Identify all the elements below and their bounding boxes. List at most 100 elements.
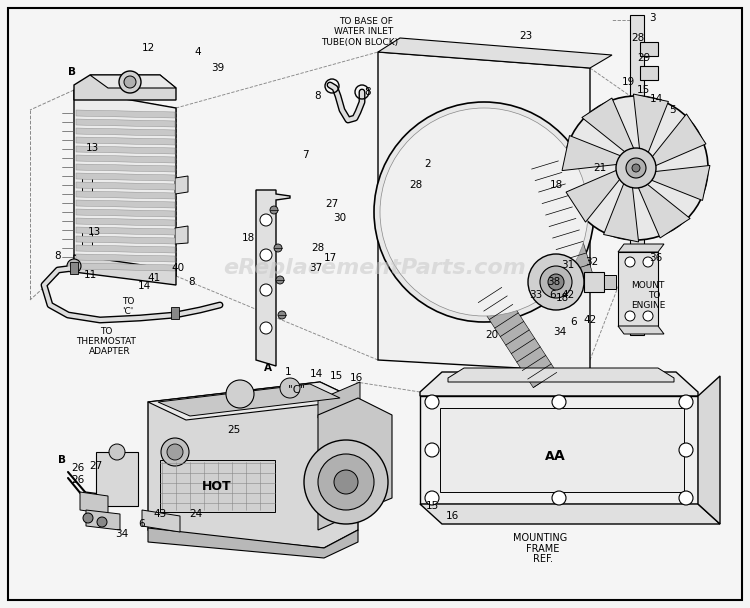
Circle shape [374, 102, 594, 322]
Text: 20: 20 [485, 330, 499, 340]
Polygon shape [76, 110, 175, 118]
Text: 28: 28 [311, 243, 325, 253]
Text: 3: 3 [649, 13, 656, 23]
Polygon shape [562, 136, 620, 171]
Text: 38: 38 [548, 277, 560, 287]
Circle shape [161, 438, 189, 466]
Text: 7: 7 [302, 150, 308, 160]
Polygon shape [175, 226, 188, 244]
Polygon shape [90, 75, 176, 88]
Polygon shape [652, 114, 706, 165]
Text: 6: 6 [139, 519, 146, 529]
Polygon shape [448, 368, 674, 382]
Polygon shape [618, 244, 664, 252]
Text: 15: 15 [329, 371, 343, 381]
Polygon shape [158, 384, 340, 416]
Text: 4: 4 [195, 47, 201, 57]
Text: 15: 15 [636, 85, 650, 95]
Text: ADAPTER: ADAPTER [89, 348, 130, 356]
Bar [604, 275, 616, 289]
Polygon shape [76, 200, 175, 208]
Text: 8: 8 [189, 277, 195, 287]
Circle shape [304, 440, 388, 524]
Circle shape [380, 108, 588, 316]
Polygon shape [478, 288, 556, 388]
Polygon shape [420, 396, 698, 504]
Polygon shape [76, 227, 175, 235]
Text: 32: 32 [585, 257, 598, 267]
Text: 14: 14 [137, 281, 151, 291]
Text: 'C': 'C' [122, 308, 134, 317]
Circle shape [528, 254, 584, 310]
Circle shape [643, 257, 653, 267]
Text: 14: 14 [309, 369, 322, 379]
Text: 26: 26 [71, 475, 85, 485]
Circle shape [552, 491, 566, 505]
Polygon shape [618, 326, 664, 334]
Text: HOT: HOT [202, 480, 232, 492]
Polygon shape [76, 191, 175, 199]
Polygon shape [74, 90, 176, 276]
Circle shape [280, 378, 300, 398]
Circle shape [278, 311, 286, 319]
Text: 39: 39 [211, 63, 225, 73]
Text: 42: 42 [584, 315, 597, 325]
Circle shape [260, 322, 272, 334]
Text: FRAME: FRAME [526, 544, 560, 554]
Text: MOUNT: MOUNT [632, 280, 664, 289]
Polygon shape [86, 510, 120, 530]
Text: 42: 42 [561, 290, 574, 300]
Circle shape [679, 491, 693, 505]
Polygon shape [142, 510, 180, 532]
Circle shape [679, 443, 693, 457]
Text: 41: 41 [147, 273, 160, 283]
Text: A: A [554, 449, 564, 463]
Circle shape [679, 395, 693, 409]
Circle shape [276, 276, 284, 284]
Text: A: A [264, 363, 272, 373]
Polygon shape [76, 209, 175, 217]
Text: 16: 16 [446, 511, 458, 521]
Polygon shape [698, 376, 720, 524]
Polygon shape [175, 176, 188, 194]
Text: TUBE(ON BLOCK): TUBE(ON BLOCK) [322, 38, 398, 46]
Text: 25: 25 [227, 425, 241, 435]
Text: 36: 36 [650, 253, 663, 263]
Circle shape [632, 164, 640, 172]
Polygon shape [532, 161, 593, 284]
Circle shape [119, 71, 141, 93]
Polygon shape [640, 66, 658, 80]
Text: 27: 27 [89, 461, 103, 471]
Circle shape [643, 311, 653, 321]
Circle shape [425, 443, 439, 457]
Text: THERMOSTAT: THERMOSTAT [76, 337, 136, 347]
Circle shape [552, 395, 566, 409]
Polygon shape [604, 184, 638, 242]
Text: 6: 6 [571, 317, 578, 327]
Polygon shape [148, 382, 358, 548]
Circle shape [83, 513, 93, 523]
Polygon shape [76, 182, 175, 190]
Text: REF.: REF. [533, 554, 553, 564]
Text: 11: 11 [83, 270, 97, 280]
Circle shape [260, 249, 272, 261]
Polygon shape [70, 262, 78, 274]
Polygon shape [318, 382, 360, 418]
Circle shape [260, 214, 272, 226]
Polygon shape [256, 190, 290, 366]
Text: B: B [58, 455, 66, 465]
Bar [160, 460, 275, 512]
Polygon shape [76, 155, 175, 163]
Text: 27: 27 [326, 199, 339, 209]
Polygon shape [652, 165, 710, 201]
Text: TO: TO [648, 291, 660, 300]
Text: TO: TO [100, 328, 112, 336]
Polygon shape [80, 492, 108, 514]
Text: 13: 13 [86, 143, 99, 153]
Text: 18: 18 [549, 180, 562, 190]
Circle shape [260, 284, 272, 296]
Text: TO BASE OF: TO BASE OF [339, 18, 393, 27]
Polygon shape [76, 236, 175, 244]
Polygon shape [420, 372, 698, 396]
Text: 17: 17 [323, 253, 337, 263]
